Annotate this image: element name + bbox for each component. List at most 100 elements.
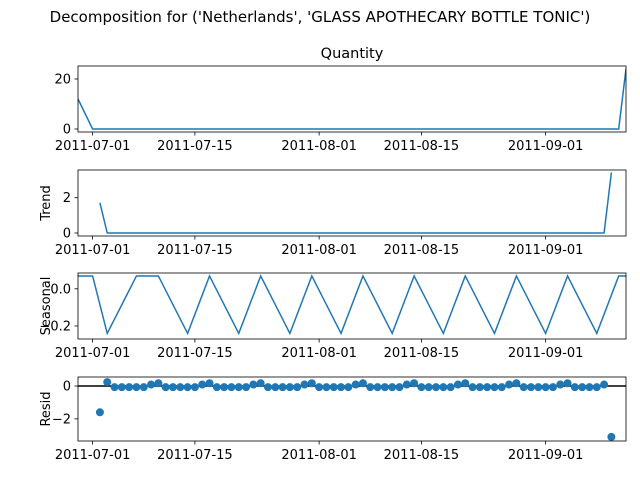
- x-tick-label: 2011-07-01: [55, 243, 131, 258]
- x-tick-label: 2011-09-01: [508, 346, 584, 361]
- resid-point: [190, 383, 199, 392]
- x-tick-label: 2011-07-15: [157, 139, 233, 154]
- resid-point: [490, 383, 499, 392]
- resid-point: [424, 383, 433, 392]
- resid-point: [358, 379, 367, 388]
- axes-frame: [77, 376, 627, 442]
- x-tick-label: 2011-07-15: [157, 243, 233, 258]
- resid-point: [176, 383, 185, 392]
- resid-point: [607, 432, 616, 441]
- resid-point: [263, 383, 272, 392]
- x-tick-label: 2011-08-01: [281, 139, 357, 154]
- resid-point: [453, 380, 462, 389]
- x-tick-label: 2011-08-15: [384, 139, 460, 154]
- resid-point: [168, 383, 177, 392]
- resid-point: [139, 383, 148, 392]
- resid-point: [402, 380, 411, 389]
- resid-point: [110, 383, 119, 392]
- resid-point: [388, 383, 397, 392]
- series-line-observed: [78, 68, 626, 130]
- resid-point: [497, 383, 506, 392]
- resid-point: [468, 383, 477, 392]
- x-tick-label: 2011-07-15: [157, 448, 233, 463]
- resid-point: [475, 383, 484, 392]
- resid-point: [205, 379, 214, 388]
- resid-point: [519, 383, 528, 392]
- resid-point: [125, 383, 134, 392]
- resid-point: [154, 379, 163, 388]
- y-tick-label: 0: [63, 227, 71, 242]
- resid-point: [132, 383, 141, 392]
- resid-point: [461, 379, 470, 388]
- resid-point: [585, 383, 594, 392]
- resid-point: [351, 380, 360, 389]
- resid-point: [417, 383, 426, 392]
- resid-point: [307, 379, 316, 388]
- figure-title: Decomposition for ('Netherlands', 'GLASS…: [50, 8, 591, 26]
- x-tick-label: 2011-07-01: [55, 448, 131, 463]
- panel-observed: 0 20 2011-07-01 2011-07-15 2011-08-01 2011-08…: [54, 46, 627, 154]
- resid-point: [315, 383, 324, 392]
- resid-point: [439, 383, 448, 392]
- y-axis-label: Resid: [39, 391, 54, 426]
- x-tick-label: 2011-08-01: [281, 243, 357, 258]
- x-tick-label: 2011-07-01: [55, 139, 131, 154]
- y-axis-label: Seasonal: [39, 277, 54, 336]
- y-tick-label: 0.0: [50, 282, 71, 297]
- resid-point: [548, 383, 557, 392]
- x-tick-label: 2011-08-01: [281, 448, 357, 463]
- axes-frame: [77, 272, 627, 340]
- resid-point: [395, 383, 404, 392]
- resid-point: [198, 380, 207, 389]
- resid-point: [592, 383, 601, 392]
- x-tick-label: 2011-09-01: [508, 243, 584, 258]
- series-line-trend: [99, 172, 613, 234]
- resid-point: [570, 383, 579, 392]
- resid-point: [285, 383, 294, 392]
- panel-resid: 0 −2 2011-07-01 2011-07-15 2011-08-01 2011-08…: [39, 376, 627, 463]
- resid-point: [512, 379, 521, 388]
- resid-point: [432, 383, 441, 392]
- resid-point: [366, 383, 375, 392]
- resid-point: [103, 378, 112, 387]
- resid-point: [249, 380, 258, 389]
- panel-seasonal: 0.0 −0.2 2011-07-01 2011-07-15 2011-08-01 201…: [39, 272, 627, 361]
- resid-point: [563, 379, 572, 388]
- panel-title: Quantity: [321, 46, 384, 62]
- resid-point: [527, 383, 536, 392]
- axes-frame: [77, 169, 627, 237]
- x-tick-label: 2011-07-01: [55, 346, 131, 361]
- resid-point: [161, 383, 170, 392]
- resid-point: [344, 383, 353, 392]
- resid-point: [556, 380, 565, 389]
- x-tick-label: 2011-07-15: [157, 346, 233, 361]
- resid-point: [212, 383, 221, 392]
- resid-point: [600, 380, 609, 389]
- panel-trend: 0 2 2011-07-01 2011-07-15 2011-08-01 2011-08-…: [39, 169, 627, 258]
- resid-point: [337, 383, 346, 392]
- y-tick-label: 20: [54, 73, 71, 88]
- resid-point: [293, 383, 302, 392]
- resid-point: [278, 383, 287, 392]
- series-line-seasonal: [78, 274, 626, 336]
- resid-point: [505, 380, 514, 389]
- resid-point: [446, 383, 455, 392]
- resid-point: [578, 383, 587, 392]
- resid-point: [322, 383, 331, 392]
- y-tick-label: 0: [63, 123, 71, 138]
- resid-point: [256, 379, 265, 388]
- resid-point: [541, 383, 550, 392]
- x-tick-label: 2011-09-01: [508, 139, 584, 154]
- resid-point: [380, 383, 389, 392]
- resid-point: [95, 408, 104, 417]
- resid-point: [329, 383, 338, 392]
- x-tick-label: 2011-08-15: [384, 346, 460, 361]
- resid-point: [147, 380, 156, 389]
- y-tick-label: 2: [63, 191, 71, 206]
- y-tick-label: −0.2: [39, 319, 71, 334]
- resid-point: [227, 383, 236, 392]
- resid-point: [410, 379, 419, 388]
- x-tick-label: 2011-08-15: [384, 243, 460, 258]
- x-tick-label: 2011-09-01: [508, 448, 584, 463]
